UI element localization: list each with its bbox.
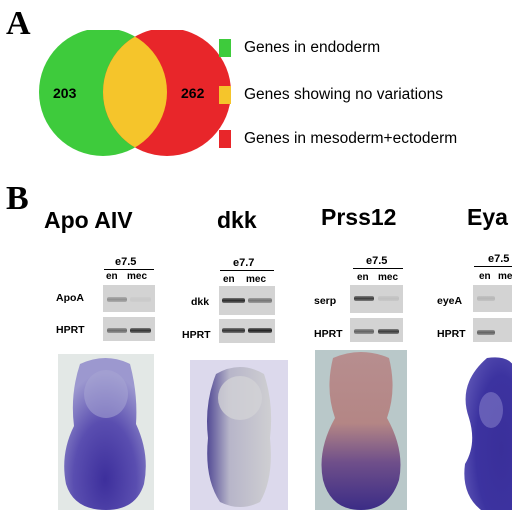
stage-label-eya: e7.5 xyxy=(488,253,510,265)
row-label-dkk: dkk xyxy=(191,296,210,308)
row-label-hprt-eya: HPRT xyxy=(437,328,466,340)
gel-band-serp-mec xyxy=(378,296,399,301)
legend-item-endoderm: Genes in endoderm xyxy=(219,38,380,58)
gel-band-dkk-mec xyxy=(248,298,272,303)
venn-svg: 203 262 xyxy=(39,28,231,156)
legend-item-mesoderm-ectoderm: Genes in mesoderm+ectoderm xyxy=(219,129,457,149)
gel-band-eyea-en xyxy=(477,296,495,301)
lane-label-eya-me: me xyxy=(498,271,512,282)
embryo-image-prss12 xyxy=(315,350,407,510)
venn-left-count: 203 xyxy=(53,85,77,101)
panel-b-label: B xyxy=(6,180,29,217)
gel-band-hprt-dkk-mec xyxy=(248,328,272,333)
lane-label-apo-mec: mec xyxy=(127,271,148,282)
legend-item-no-variation: Genes showing no variations xyxy=(219,85,443,105)
embryo-image-dkk xyxy=(190,360,288,510)
gel-band-dkk-en xyxy=(222,298,245,303)
gel-eyea xyxy=(473,285,512,312)
stage-underline-apo xyxy=(104,269,154,270)
stage-underline-eya xyxy=(474,266,512,267)
legend-label-endoderm: Genes in endoderm xyxy=(244,39,381,56)
legend-label-mesoderm-ectoderm: Genes in mesoderm+ectoderm xyxy=(244,130,458,147)
row-label-apoa: ApoA xyxy=(56,292,84,304)
lane-label-prss12-en: en xyxy=(357,272,369,283)
venn-diagram: 203 262 xyxy=(30,28,232,156)
embryo-svg-prss12 xyxy=(321,352,401,510)
gel-band-hprt-apo-en xyxy=(107,328,127,333)
row-label-hprt-prss12: HPRT xyxy=(314,328,343,340)
gel-hprt-prss12 xyxy=(350,318,403,342)
panel-title-eya: Eya xyxy=(467,204,508,230)
embryo-image-apo xyxy=(58,354,154,510)
panel-title-apo-aiv: Apo AIV xyxy=(44,207,133,233)
stage-label-apo: e7.5 xyxy=(115,256,137,268)
stage-underline-dkk xyxy=(220,270,274,271)
lane-label-dkk-en: en xyxy=(223,274,235,285)
venn-overlap-no-variation xyxy=(103,28,167,156)
legend-swatch-no-variation xyxy=(219,86,231,104)
row-label-hprt-dkk: HPRT xyxy=(182,329,211,341)
stage-label-dkk: e7.7 xyxy=(233,257,255,269)
gel-band-hprt-dkk-en xyxy=(222,328,245,333)
lane-label-dkk-mec: mec xyxy=(246,274,267,285)
gel-band-hprt-apo-mec xyxy=(130,328,151,333)
panel-a-label: A xyxy=(6,5,31,42)
panel-title-dkk: dkk xyxy=(217,207,257,233)
gel-band-hprt-prss12-en xyxy=(354,329,374,334)
gel-apoa xyxy=(103,285,155,312)
panel-title-prss12: Prss12 xyxy=(321,204,397,230)
lane-label-eya-en: en xyxy=(479,271,491,282)
gel-serp xyxy=(350,285,403,313)
legend-swatch-mesoderm-ectoderm xyxy=(219,130,231,148)
stage-label-prss12: e7.5 xyxy=(366,255,388,267)
stage-underline-prss12 xyxy=(353,268,403,269)
gel-dkk xyxy=(219,286,275,315)
gel-hprt-dkk xyxy=(219,319,275,343)
embryo-image-eya xyxy=(447,354,512,510)
embryo-svg-dkk xyxy=(207,367,272,507)
gel-hprt-apo xyxy=(103,317,155,341)
embryo-svg-apo xyxy=(64,358,146,510)
row-label-serp: serp xyxy=(314,295,337,307)
gel-band-apoa-mec xyxy=(130,297,151,302)
gel-hprt-eya xyxy=(473,318,512,342)
lane-label-prss12-mec: mec xyxy=(378,272,399,283)
gel-band-hprt-prss12-mec xyxy=(378,329,399,334)
gel-band-hprt-eya-en xyxy=(477,330,495,335)
legend-label-no-variation: Genes showing no variations xyxy=(244,86,444,103)
lane-label-apo-en: en xyxy=(106,271,118,282)
gel-band-apoa-en xyxy=(107,297,127,302)
venn-right-count: 262 xyxy=(181,85,205,101)
embryo-svg-eya xyxy=(464,357,512,510)
gel-band-serp-en xyxy=(354,296,374,301)
legend-swatch-endoderm xyxy=(219,39,231,57)
row-label-eyea: eyeA xyxy=(437,295,463,307)
row-label-hprt-apo: HPRT xyxy=(56,324,85,336)
